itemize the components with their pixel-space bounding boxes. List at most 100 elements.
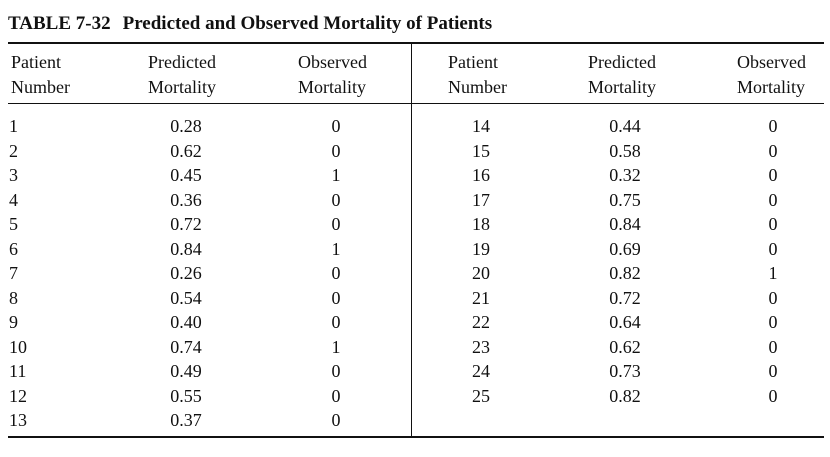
patient-cell: 8 — [9, 288, 18, 308]
patient-cell: 16 — [472, 165, 490, 185]
column-group-divider — [411, 44, 412, 437]
patient-cell: 24 — [472, 361, 490, 381]
predicted-cell: 0.37 — [170, 410, 202, 430]
patient-cell: 11 — [9, 361, 27, 381]
predicted-cell: 0.58 — [609, 141, 641, 161]
predicted-cell: 0.55 — [170, 386, 202, 406]
predicted-cell: 0.82 — [609, 263, 641, 283]
header-line: Patient — [448, 52, 498, 72]
predicted-cell: 0.72 — [609, 288, 641, 308]
patient-cell: 7 — [9, 263, 18, 283]
observed-cell: 0 — [768, 239, 778, 259]
observed-cell: 0 — [768, 312, 778, 332]
patient-cell: 17 — [472, 190, 490, 210]
patient-cell: 3 — [9, 165, 18, 185]
patient-cell: 18 — [472, 214, 490, 234]
header-line: Observed — [298, 52, 367, 72]
predicted-cell: 0.28 — [170, 116, 202, 136]
predicted-cell: 0.84 — [609, 214, 641, 234]
observed-cell: 0 — [768, 165, 778, 185]
patient-cell: 13 — [9, 410, 27, 430]
observed-cell: 0 — [331, 141, 341, 161]
predicted-cell: 0.45 — [170, 165, 202, 185]
predicted-cell: 0.82 — [609, 386, 641, 406]
predicted-cell: 0.26 — [170, 263, 202, 283]
observed-cell: 0 — [331, 386, 341, 406]
header-observed-mortality-right: Observed Mortality — [737, 50, 806, 100]
predicted-cell: 0.75 — [609, 190, 641, 210]
predicted-cell: 0.69 — [609, 239, 641, 259]
predicted-cell: 0.62 — [170, 141, 202, 161]
predicted-cell: 0.54 — [170, 288, 202, 308]
observed-cell: 0 — [768, 288, 778, 308]
observed-cell: 0 — [768, 214, 778, 234]
header-line: Mortality — [737, 77, 805, 97]
table-number: TABLE 7-32 — [8, 13, 111, 34]
header-predicted-mortality-left: Predicted Mortality — [148, 50, 216, 100]
observed-cell: 1 — [331, 165, 341, 185]
predicted-cell: 0.64 — [609, 312, 641, 332]
observed-cell: 0 — [768, 337, 778, 357]
predicted-cell: 0.72 — [170, 214, 202, 234]
patient-cell: 12 — [9, 386, 27, 406]
observed-cell: 0 — [331, 263, 341, 283]
observed-cell: 0 — [331, 190, 341, 210]
observed-cell: 0 — [331, 288, 341, 308]
observed-cell: 0 — [768, 141, 778, 161]
header-line: Predicted — [588, 52, 656, 72]
observed-cell: 1 — [331, 239, 341, 259]
observed-cell: 0 — [331, 410, 341, 430]
observed-cell: 0 — [768, 386, 778, 406]
patient-cell: 19 — [472, 239, 490, 259]
patient-cell: 10 — [9, 337, 27, 357]
patient-cell: 25 — [472, 386, 490, 406]
predicted-cell: 0.32 — [609, 165, 641, 185]
top-rule — [8, 42, 824, 44]
patient-cell: 21 — [472, 288, 490, 308]
observed-cell: 1 — [331, 337, 341, 357]
header-predicted-mortality-right: Predicted Mortality — [588, 50, 656, 100]
predicted-cell: 0.40 — [170, 312, 202, 332]
header-line: Number — [448, 77, 507, 97]
patient-cell: 1 — [9, 116, 18, 136]
header-patient-number-right: Patient Number — [448, 50, 507, 100]
header-line: Observed — [737, 52, 806, 72]
patient-cell: 15 — [472, 141, 490, 161]
bottom-rule — [8, 436, 824, 438]
predicted-cell: 0.36 — [170, 190, 202, 210]
predicted-cell: 0.62 — [609, 337, 641, 357]
patient-cell: 5 — [9, 214, 18, 234]
header-line: Predicted — [148, 52, 216, 72]
observed-cell: 0 — [331, 312, 341, 332]
observed-cell: 0 — [768, 116, 778, 136]
predicted-cell: 0.44 — [609, 116, 641, 136]
table-caption: TABLE 7-32 Predicted and Observed Mortali… — [8, 13, 492, 35]
header-line: Mortality — [298, 77, 366, 97]
predicted-cell: 0.74 — [170, 337, 202, 357]
header-observed-mortality-left: Observed Mortality — [298, 50, 367, 100]
header-line: Mortality — [588, 77, 656, 97]
observed-cell: 0 — [331, 361, 341, 381]
observed-cell: 0 — [768, 190, 778, 210]
patient-cell: 14 — [472, 116, 490, 136]
header-line: Mortality — [148, 77, 216, 97]
table-title: Predicted and Observed Mortality of Pati… — [122, 13, 493, 34]
observed-cell: 1 — [768, 263, 778, 283]
patient-cell: 2 — [9, 141, 18, 161]
patient-cell: 9 — [9, 312, 18, 332]
patient-cell: 4 — [9, 190, 18, 210]
header-patient-number-left: Patient Number — [11, 50, 70, 100]
predicted-cell: 0.73 — [609, 361, 641, 381]
predicted-cell: 0.84 — [170, 239, 202, 259]
header-line: Patient — [11, 52, 61, 72]
header-line: Number — [11, 77, 70, 97]
observed-cell: 0 — [331, 116, 341, 136]
patient-cell: 20 — [472, 263, 490, 283]
patient-cell: 22 — [472, 312, 490, 332]
predicted-cell: 0.49 — [170, 361, 202, 381]
patient-cell: 23 — [472, 337, 490, 357]
observed-cell: 0 — [768, 361, 778, 381]
observed-cell: 0 — [331, 214, 341, 234]
header-rule — [8, 103, 824, 104]
patient-cell: 6 — [9, 239, 18, 259]
